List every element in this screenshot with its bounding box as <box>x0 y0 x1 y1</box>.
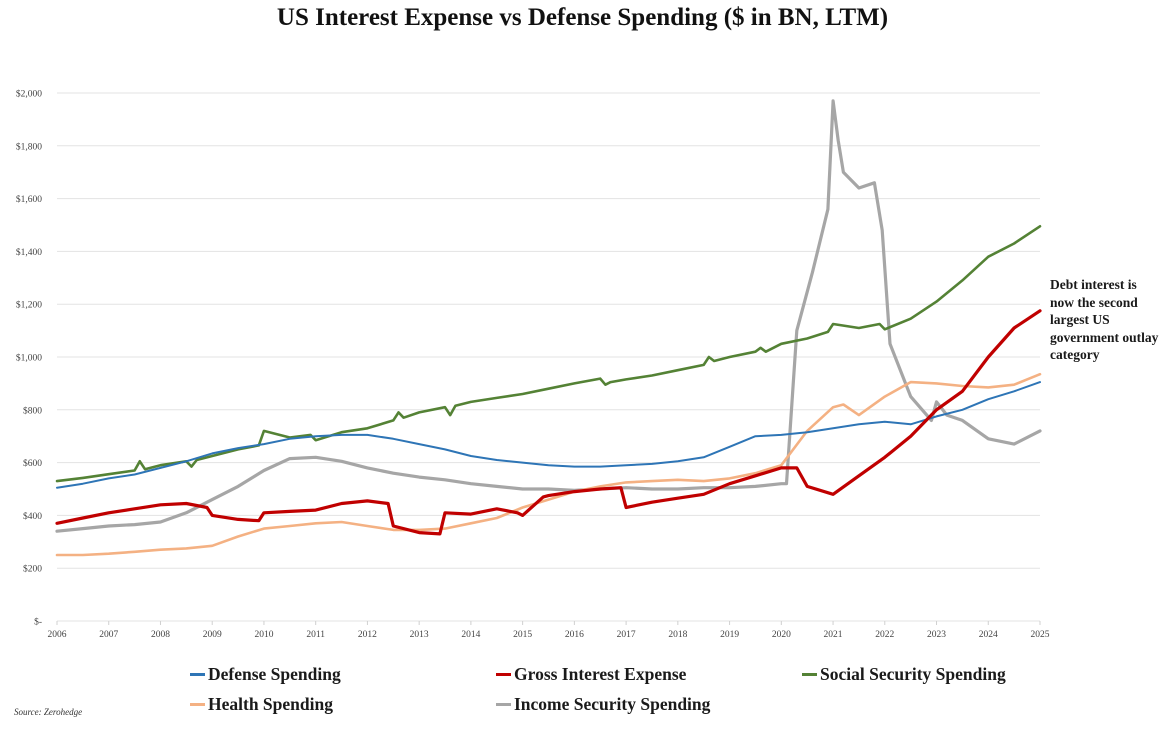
x-tick-label: 2006 <box>48 630 67 640</box>
legend-swatch <box>802 673 817 676</box>
legend-swatch <box>190 703 205 706</box>
x-tick-label: 2011 <box>306 630 325 640</box>
x-tick-label: 2019 <box>720 630 739 640</box>
x-tick-label: 2018 <box>668 630 687 640</box>
legend-income-security-spending: Income Security Spending <box>496 694 710 715</box>
legend-label: Health Spending <box>208 694 333 714</box>
source-note: Source: Zerohedge <box>14 707 83 717</box>
legend-label: Defense Spending <box>208 664 341 684</box>
legend-defense-spending: Defense Spending <box>190 664 341 685</box>
series-line-income-security-spending <box>55 99 1042 533</box>
x-tick-label: 2020 <box>772 630 791 640</box>
y-tick-label: $600 <box>23 458 42 469</box>
series-line-gross-interest-expense <box>55 309 1042 536</box>
legend-gross-interest-expense: Gross Interest Expense <box>496 664 686 685</box>
x-tick-label: 2025 <box>1031 630 1050 640</box>
x-tick-label: 2008 <box>151 630 170 640</box>
series-line-defense-spending <box>56 381 1041 489</box>
x-tick-label: 2023 <box>927 630 946 640</box>
y-tick-label: $1,800 <box>16 141 42 152</box>
legend-swatch <box>496 703 511 706</box>
legend-swatch <box>190 673 205 676</box>
legend-social-security-spending: Social Security Spending <box>802 664 1006 685</box>
x-tick-label: 2022 <box>875 630 894 640</box>
legend-label: Gross Interest Expense <box>514 664 687 684</box>
y-tick-label: $200 <box>23 564 42 575</box>
y-tick-label: $1,600 <box>16 194 42 205</box>
legend-swatch <box>496 673 511 676</box>
series-line-social-security-spending <box>55 225 1042 483</box>
y-tick-label: $800 <box>23 405 42 416</box>
x-tick-label: 2007 <box>99 630 118 640</box>
x-tick-label: 2013 <box>410 630 429 640</box>
legend-label: Income Security Spending <box>514 694 711 714</box>
x-tick-label: 2015 <box>513 630 532 640</box>
x-tick-label: 2016 <box>565 630 584 640</box>
y-tick-label: $400 <box>23 511 42 522</box>
x-tick-label: 2017 <box>617 630 636 640</box>
x-tick-label: 2014 <box>461 630 480 640</box>
y-tick-label: $2,000 <box>16 89 42 100</box>
x-tick-label: 2012 <box>358 630 377 640</box>
grid-lines <box>57 92 1040 622</box>
y-tick-label: $- <box>34 617 42 628</box>
legend-label: Social Security Spending <box>820 664 1006 684</box>
x-tick-label: 2010 <box>254 630 273 640</box>
annotation-text: Debt interest is now the second largest … <box>1050 277 1159 362</box>
legend-health-spending: Health Spending <box>190 694 333 715</box>
series-lines <box>55 99 1042 557</box>
x-axis: 2006 2007 2008 2009 2010 2011 2012 2013 2014 2015… <box>48 621 1050 640</box>
y-tick-label: $1,400 <box>16 247 42 258</box>
x-tick-label: 2024 <box>979 630 998 640</box>
chart-title: US Interest Expense vs Defense Spending … <box>276 4 889 31</box>
y-tick-label: $1,000 <box>16 353 42 364</box>
x-tick-label: 2021 <box>824 630 843 640</box>
y-tick-label: $1,200 <box>16 300 42 311</box>
y-axis: $- $200 $400 $600 $800 $1,000 $1,200 $1,400 $1,6… <box>16 89 42 628</box>
x-tick-label: 2009 <box>203 630 222 640</box>
series-line-health-spending <box>55 372 1042 557</box>
